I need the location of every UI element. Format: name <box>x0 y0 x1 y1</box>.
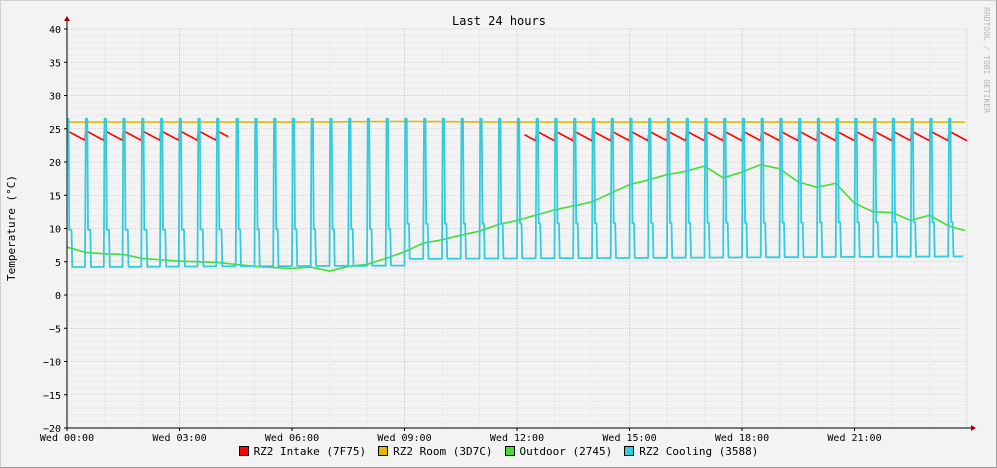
legend-item: RZ2 Room (3D7C) <box>378 445 493 458</box>
y-tick-label: −10 <box>43 358 61 369</box>
y-tick-label: −20 <box>43 424 61 435</box>
x-tick-label: Wed 09:00 <box>377 433 431 444</box>
y-tick-label: 0 <box>55 291 61 302</box>
y-tick-label: −15 <box>43 391 61 402</box>
y-tick-label: 5 <box>55 258 61 269</box>
y-tick-label: 25 <box>49 125 61 136</box>
legend: RZ2 Intake (7F75) RZ2 Room (3D7C) Outdoor … <box>0 445 997 458</box>
legend-label: RZ2 Cooling (3588) <box>639 445 759 458</box>
x-tick-label: Wed 12:00 <box>490 433 544 444</box>
series-line-4 <box>66 117 964 268</box>
x-tick-label: Wed 15:00 <box>602 433 656 444</box>
series-line-2 <box>67 120 966 123</box>
legend-label: Outdoor (2745) <box>519 445 613 458</box>
y-axis-arrow <box>64 16 70 21</box>
x-axis-arrow <box>971 425 976 431</box>
chart-title: Last 24 hours <box>452 14 546 28</box>
y-axis-label: Temperature (°C) <box>5 175 18 281</box>
legend-swatch <box>238 446 249 456</box>
series-line-1 <box>66 129 229 142</box>
x-tick-labels: Wed 00:00 Wed 03:00 Wed 06:00 Wed 09:00 Wed … <box>40 428 882 444</box>
y-tick-label: −5 <box>49 324 61 335</box>
legend-item: Outdoor (2745) <box>504 445 613 458</box>
watermark: RRDTOOL / TOBI OETIKER <box>982 7 991 113</box>
y-tick-label: 10 <box>49 225 61 236</box>
y-tick-label: 15 <box>49 191 61 202</box>
x-tick-label: Wed 00:00 <box>40 433 94 444</box>
legend-label: RZ2 Room (3D7C) <box>393 445 493 458</box>
legend-swatch <box>624 446 635 456</box>
x-tick-label: Wed 06:00 <box>265 433 319 444</box>
legend-label: RZ2 Intake (7F75) <box>253 445 367 458</box>
x-tick-label: Wed 03:00 <box>152 433 206 444</box>
legend-swatch <box>378 446 389 456</box>
series-line-1 <box>524 130 968 142</box>
x-tick-label: Wed 21:00 <box>827 433 881 444</box>
axes <box>64 16 976 431</box>
series-group <box>66 117 968 272</box>
y-tick-label: 20 <box>49 158 61 169</box>
legend-swatch <box>504 446 515 456</box>
y-tick-label: 30 <box>49 92 61 103</box>
watermark-text: RRDTOOL / TOBI OETIKER <box>982 7 991 113</box>
y-tick-labels: 40 35 30 25 20 15 10 5 0 −5 −10 −15 −20 <box>43 25 67 435</box>
y-tick-label: 40 <box>49 25 61 36</box>
x-tick-label: Wed 18:00 <box>715 433 769 444</box>
y-tick-label: 35 <box>49 58 61 69</box>
legend-item: RZ2 Cooling (3588) <box>624 445 758 458</box>
legend-item: RZ2 Intake (7F75) <box>238 445 367 458</box>
